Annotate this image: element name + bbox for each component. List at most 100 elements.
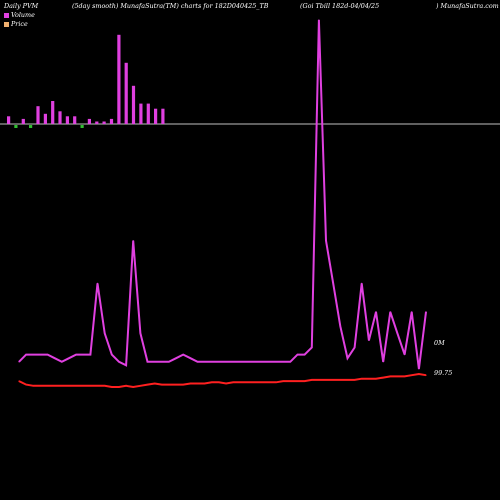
price-line-point [411, 374, 413, 376]
price-line-point [32, 385, 34, 387]
price-line-point [382, 377, 384, 379]
volume-line-point [311, 346, 313, 349]
price-line-point [161, 384, 163, 386]
volume-line-point [218, 361, 220, 363]
volume-line-point [118, 361, 120, 363]
price-line-point [189, 382, 191, 385]
price-line-point [246, 381, 249, 383]
price-line-point [47, 385, 49, 387]
volume-line-point [25, 354, 27, 356]
volume-bar [73, 116, 77, 124]
volume-line-point [325, 240, 327, 242]
volume-line-point [239, 361, 241, 363]
price-axis-label: 99.75 [434, 369, 452, 377]
price-line-point [361, 378, 363, 380]
volume-line-point [168, 361, 170, 363]
price-line-point [39, 385, 42, 387]
price-line-point [182, 384, 184, 386]
volume-line-point [196, 361, 199, 363]
volume-line-point [146, 361, 149, 363]
price-line-point [232, 381, 234, 383]
volume-line-point [82, 354, 84, 356]
volume-line-point [425, 311, 427, 313]
price-line-point [339, 379, 341, 381]
volume-line-point [104, 332, 106, 334]
price-line-point [325, 379, 327, 381]
volume-line-point [125, 364, 127, 366]
price-line-point [404, 375, 406, 377]
volume-line-point [418, 368, 420, 370]
volume-line-point [346, 357, 349, 359]
price-line-point [239, 381, 241, 383]
price-line-point [282, 380, 284, 382]
legend-volume: Volume [4, 11, 35, 19]
price-line-point [304, 380, 306, 382]
price-line-point [54, 385, 56, 387]
volume-line-point [75, 354, 77, 356]
price-line-points [18, 373, 427, 388]
volume-line-point [268, 361, 270, 363]
volume-bar [131, 85, 136, 125]
volume-line-point [132, 240, 134, 242]
volume-line-point [246, 361, 249, 363]
volume-line-point [39, 354, 42, 356]
volume-line-point [289, 361, 291, 363]
volume-bar [36, 106, 40, 124]
price-line-point [18, 380, 20, 382]
legend-price: Price [4, 20, 28, 28]
price-line-point [389, 375, 391, 377]
volume-line-point [111, 354, 113, 356]
volume-line-point [396, 332, 398, 334]
volume-line-point [89, 354, 91, 356]
volume-line-point [254, 361, 256, 363]
volume-bar [87, 118, 91, 124]
legend-price-label: Price [11, 20, 28, 28]
volume-bar [117, 34, 121, 125]
price-line-point [418, 373, 420, 375]
price-line-point [261, 381, 263, 383]
price-line-point [139, 385, 141, 387]
price-line-point [168, 384, 170, 386]
volume-bar [51, 101, 55, 124]
price-line-point [354, 379, 356, 381]
price-line-point [425, 374, 427, 376]
legend-volume-label: Volume [11, 11, 35, 19]
volume-bar [95, 121, 99, 124]
volume-line-point [225, 361, 227, 363]
volume-bar [21, 118, 25, 124]
volume-line-point [18, 361, 20, 363]
volume-line-point [139, 332, 141, 334]
price-series-line [18, 372, 427, 389]
volume-bar [58, 111, 62, 125]
volume-line-point [282, 361, 284, 363]
volume-bar [80, 125, 84, 128]
price-line-point [89, 385, 91, 387]
price-line-point [154, 382, 156, 385]
price-line-point [311, 379, 313, 381]
volume-line-point [68, 357, 70, 359]
volume-line-point [161, 361, 163, 363]
volume-line-point [154, 361, 156, 363]
price-line-point [118, 386, 120, 388]
price-line-point [296, 380, 299, 382]
volume-line-point [411, 311, 413, 313]
price-line-point [132, 386, 134, 388]
price-line-point [375, 378, 377, 380]
volume-bar [139, 103, 143, 124]
legend-price-swatch [4, 21, 9, 27]
chart-header-site: ) MunafaSutra.com [436, 2, 499, 10]
volume-line-point [54, 357, 56, 359]
volume-bar [109, 118, 114, 124]
price-line-point [289, 380, 291, 382]
volume-line-point [304, 354, 306, 356]
volume-line-point [189, 357, 191, 359]
chart-header-left: Daily PVM [4, 2, 39, 10]
price-line-point [318, 379, 320, 381]
price-line-point [75, 385, 77, 387]
volume-line-point [275, 361, 277, 363]
price-line-point [104, 385, 106, 387]
price-line-point [175, 384, 177, 386]
volume-line-point [361, 282, 363, 284]
volume-bar [161, 108, 165, 124]
